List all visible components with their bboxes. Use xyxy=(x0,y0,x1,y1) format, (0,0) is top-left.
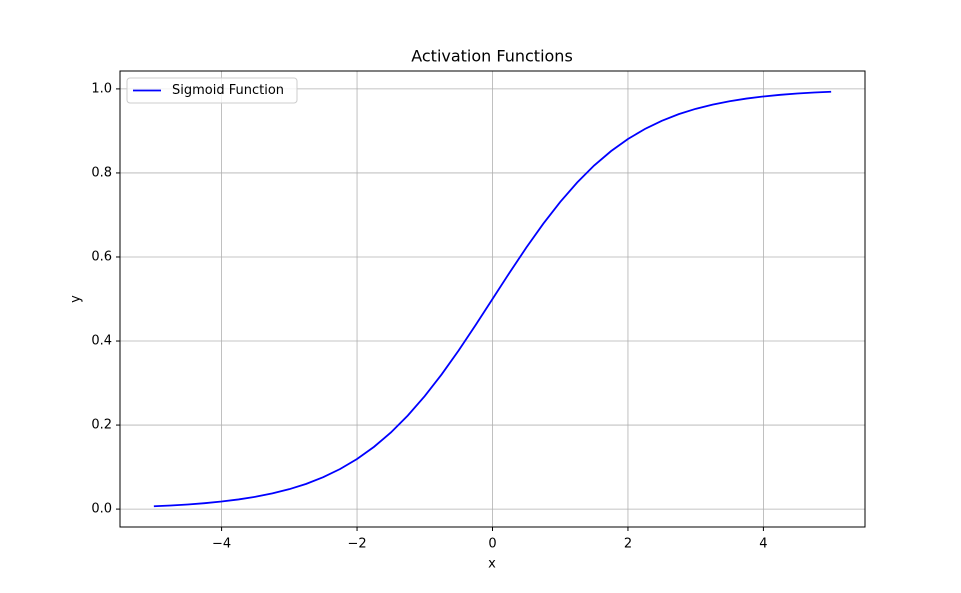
x-tick-label: −4 xyxy=(212,537,231,552)
y-tick-label: 0.6 xyxy=(91,249,112,264)
y-axis-label: y xyxy=(69,295,84,303)
plot-frame xyxy=(119,70,866,528)
x-tick-label: −2 xyxy=(347,537,366,552)
legend-label: Sigmoid Function xyxy=(172,83,284,98)
y-tick-label: 0.0 xyxy=(91,502,112,517)
x-axis-label: x xyxy=(488,557,496,572)
line-series xyxy=(153,90,832,508)
y-tick-label: 0.4 xyxy=(91,334,112,349)
x-tick-label: 2 xyxy=(624,537,632,552)
x-tick-label: 0 xyxy=(488,537,496,552)
y-tick-label: 0.2 xyxy=(91,418,112,433)
x-tick-label: 4 xyxy=(759,537,767,552)
y-tick-label: 1.0 xyxy=(91,81,112,96)
legend-box xyxy=(126,77,298,104)
y-tick-label: 0.8 xyxy=(91,165,112,180)
chart-title: Activation Functions xyxy=(411,47,573,66)
